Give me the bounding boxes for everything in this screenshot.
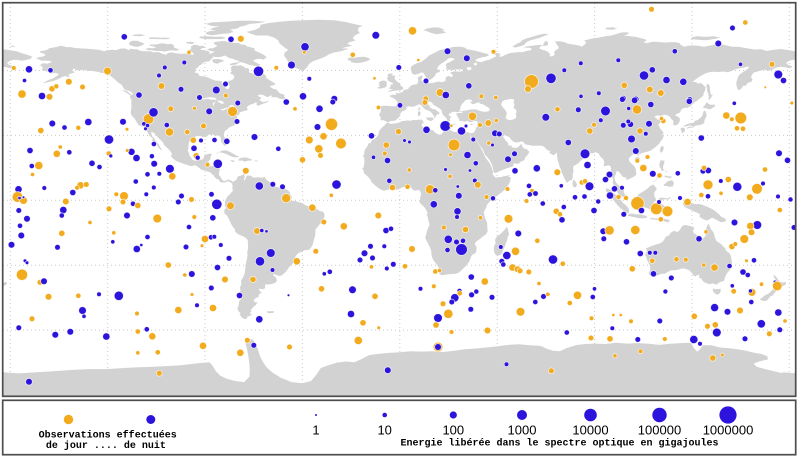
svg-text:Energie libérée dans le spectr: Energie libérée dans le spectre optique … [400, 438, 718, 450]
svg-text:100: 100 [442, 422, 464, 437]
svg-text:de jour .... de nuit: de jour .... de nuit [46, 440, 166, 452]
svg-text:100000: 100000 [638, 422, 681, 437]
svg-text:1000: 1000 [508, 422, 537, 437]
svg-text:1000000: 1000000 [703, 422, 754, 437]
svg-text:Observations effectuées: Observations effectuées [39, 429, 177, 441]
svg-text:10: 10 [377, 422, 391, 437]
svg-text:10000: 10000 [572, 422, 608, 437]
svg-text:1: 1 [312, 422, 319, 437]
